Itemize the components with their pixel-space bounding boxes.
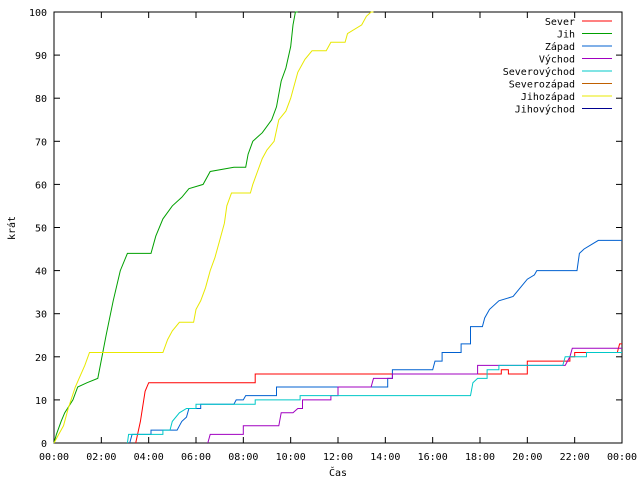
y-tick-label: 90 [35,51,47,62]
y-tick-label: 80 [35,94,47,105]
legend-label: Západ [545,41,575,53]
legend: Sever JihZápadVýchodSeverovýchodSeverozáp… [503,17,612,116]
x-tick-label: 22:00 [560,452,590,463]
series-line-Západ [129,239,622,444]
y-tick-label: 100 [29,8,47,19]
x-tick-label: 12:00 [323,452,353,463]
series-line-Severovýchod [126,352,622,444]
x-axis-label: Čas [329,466,347,479]
x-tick-label: 08:00 [228,452,258,463]
x-tick-label: 16:00 [418,452,448,463]
x-tick-label: 02:00 [86,452,116,463]
legend-label: Jihozápad [521,91,575,103]
x-tick-label: 18:00 [465,452,495,463]
y-tick-label: 70 [35,137,47,148]
y-tick-label: 20 [35,353,47,364]
legend-label: Jihovýchod [515,104,575,116]
y-tick-label: 40 [35,267,47,278]
series-line-Jih [53,11,298,444]
series-lines [53,11,622,444]
legend-label: Severovýchod [503,66,575,78]
x-tick-label: 10:00 [276,452,306,463]
y-tick-label: 60 [35,180,47,191]
y-tick-label: 30 [35,310,47,321]
y-tick-label: 0 [41,439,47,450]
y-tick-label: 50 [35,224,47,235]
series-line-Jihozápad [53,11,374,444]
legend-label: Jih [557,30,575,41]
x-tick-label: 20:00 [512,452,542,463]
x-axis: 00:00 02:00 04:00 06:00 08:00 10:00 12:00 14:00… [39,12,637,463]
legend-label: Sever [545,17,575,28]
x-tick-label: 04:00 [134,452,164,463]
y-axis-label: krát [6,216,18,240]
y-tick-label: 10 [35,396,47,407]
legend-label: Severozápad [509,79,575,91]
x-tick-label: 06:00 [181,452,211,463]
x-tick-label: 00:00 [607,452,637,463]
y-axis: 0 10 20 30 40 50 60 70 80 90 100 [29,8,622,450]
x-tick-label: 14:00 [370,452,400,463]
x-tick-label: 00:00 [39,452,69,463]
legend-label: Východ [539,54,575,66]
series-line-Sever [135,343,622,444]
